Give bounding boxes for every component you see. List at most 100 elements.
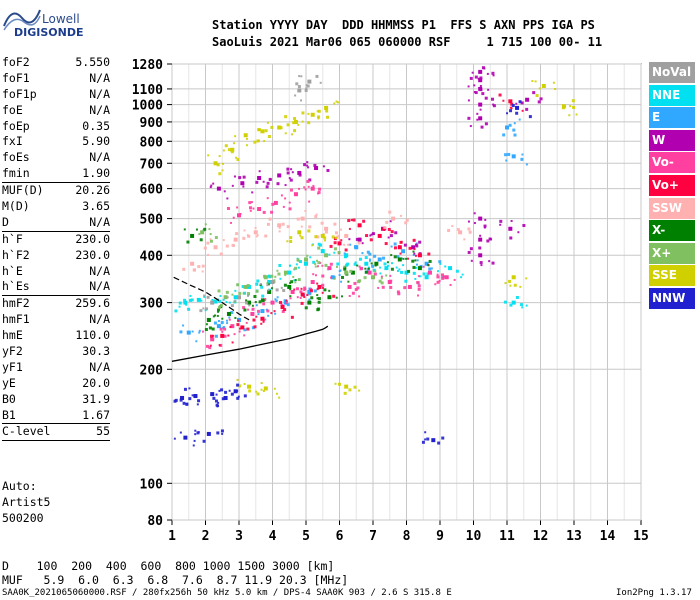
- data-point: [310, 280, 315, 285]
- data-point-cluster: [203, 246, 207, 250]
- data-point-cluster: [253, 325, 257, 329]
- data-point-cluster: [320, 221, 324, 225]
- x-tick-label: 8: [403, 529, 411, 544]
- data-point-cluster: [335, 235, 339, 239]
- data-point-cluster: [554, 88, 557, 91]
- data-point-cluster: [297, 85, 301, 89]
- data-point-cluster: [290, 280, 294, 284]
- data-point-cluster: [437, 441, 441, 445]
- data-point-cluster: [255, 315, 258, 318]
- data-point: [240, 325, 245, 330]
- data-point-cluster: [217, 289, 221, 293]
- x-tick-label: 7: [369, 529, 377, 544]
- x-tick-label: 14: [600, 529, 616, 544]
- data-point-cluster: [243, 229, 246, 232]
- data-point-cluster: [207, 253, 210, 256]
- data-point-cluster: [247, 294, 250, 297]
- data-point-cluster: [310, 289, 314, 293]
- data-point-cluster: [374, 264, 377, 267]
- param-value: 230.0: [75, 247, 110, 262]
- param-name: yF1: [2, 359, 23, 374]
- data-point-cluster: [264, 129, 268, 133]
- data-point-cluster: [241, 285, 245, 289]
- data-point: [180, 395, 185, 400]
- data-point-cluster: [261, 294, 265, 298]
- data-point: [280, 305, 285, 310]
- data-point-cluster: [242, 292, 245, 295]
- data-point-cluster: [398, 268, 401, 271]
- data-point: [300, 292, 305, 297]
- data-point-cluster: [304, 188, 307, 191]
- data-point-cluster: [340, 280, 343, 283]
- data-point-cluster: [257, 128, 261, 132]
- param-row: foEs N/A: [2, 150, 110, 166]
- data-point-cluster: [396, 269, 399, 272]
- param-name: B1: [2, 407, 16, 422]
- data-point-cluster: [491, 261, 495, 265]
- data-point-cluster: [417, 294, 420, 297]
- data-point-cluster: [246, 327, 250, 331]
- data-point: [220, 333, 225, 338]
- data-point-cluster: [504, 153, 508, 157]
- data-point-cluster: [197, 399, 201, 403]
- data-point-cluster: [412, 254, 415, 257]
- data-point: [287, 284, 292, 289]
- y-tick-label: 500: [140, 213, 164, 228]
- data-point-cluster: [242, 175, 246, 179]
- y-tick-label: 1100: [132, 83, 163, 98]
- data-point-cluster: [345, 263, 349, 267]
- data-point-cluster: [436, 275, 440, 279]
- x-tick-label: 11: [499, 529, 515, 544]
- x-tick-label: 6: [336, 529, 344, 544]
- data-point-cluster: [333, 247, 337, 251]
- data-point-cluster: [271, 202, 275, 206]
- param-value: N/A: [89, 359, 110, 374]
- data-point: [525, 97, 530, 102]
- data-point-cluster: [245, 299, 248, 302]
- data-point: [344, 384, 349, 389]
- data-point-cluster: [473, 91, 476, 94]
- data-point-cluster: [512, 128, 516, 132]
- data-point-cluster: [195, 340, 198, 343]
- data-point-cluster: [451, 225, 454, 228]
- data-point-cluster: [499, 223, 502, 226]
- data-point-cluster: [373, 272, 377, 276]
- data-point: [233, 389, 238, 394]
- data-point-cluster: [262, 210, 266, 214]
- data-point: [190, 261, 195, 266]
- data-point-cluster: [381, 285, 385, 289]
- data-point-cluster: [357, 241, 361, 245]
- data-point: [304, 257, 308, 262]
- data-point: [243, 284, 248, 289]
- param-row: MUF(D) 20.26: [2, 183, 110, 199]
- data-point-cluster: [191, 330, 194, 333]
- data-point-cluster: [469, 247, 473, 251]
- param-row: yF2 30.3: [2, 344, 110, 360]
- data-point-cluster: [520, 157, 524, 161]
- data-point-cluster: [300, 225, 303, 228]
- data-point: [478, 86, 483, 91]
- data-point-cluster: [378, 279, 382, 283]
- data-point-cluster: [552, 81, 555, 84]
- data-point-cluster: [474, 75, 478, 79]
- data-point-cluster: [316, 110, 319, 113]
- data-point-cluster: [312, 273, 315, 276]
- data-point-cluster: [405, 218, 409, 222]
- parameters-panel: foF2 5.550 foF1 N/A foF1p N/A foE N/A foEp 0.35 fx…: [2, 55, 110, 442]
- data-point-cluster: [479, 84, 482, 87]
- y-tick-label: 80: [147, 514, 163, 529]
- data-point: [237, 295, 241, 300]
- data-point-cluster: [387, 236, 390, 239]
- data-point-cluster: [306, 84, 310, 88]
- data-point-cluster: [350, 219, 353, 222]
- data-point-cluster: [252, 318, 256, 322]
- data-point-cluster: [260, 388, 263, 391]
- param-separator: [2, 295, 110, 297]
- y-tick-label: 100: [140, 477, 164, 492]
- data-point-cluster: [411, 259, 415, 263]
- data-point: [511, 154, 516, 159]
- data-point-cluster: [304, 306, 308, 310]
- data-point-cluster: [328, 253, 331, 256]
- data-point-cluster: [218, 344, 221, 347]
- data-point-cluster: [387, 264, 390, 267]
